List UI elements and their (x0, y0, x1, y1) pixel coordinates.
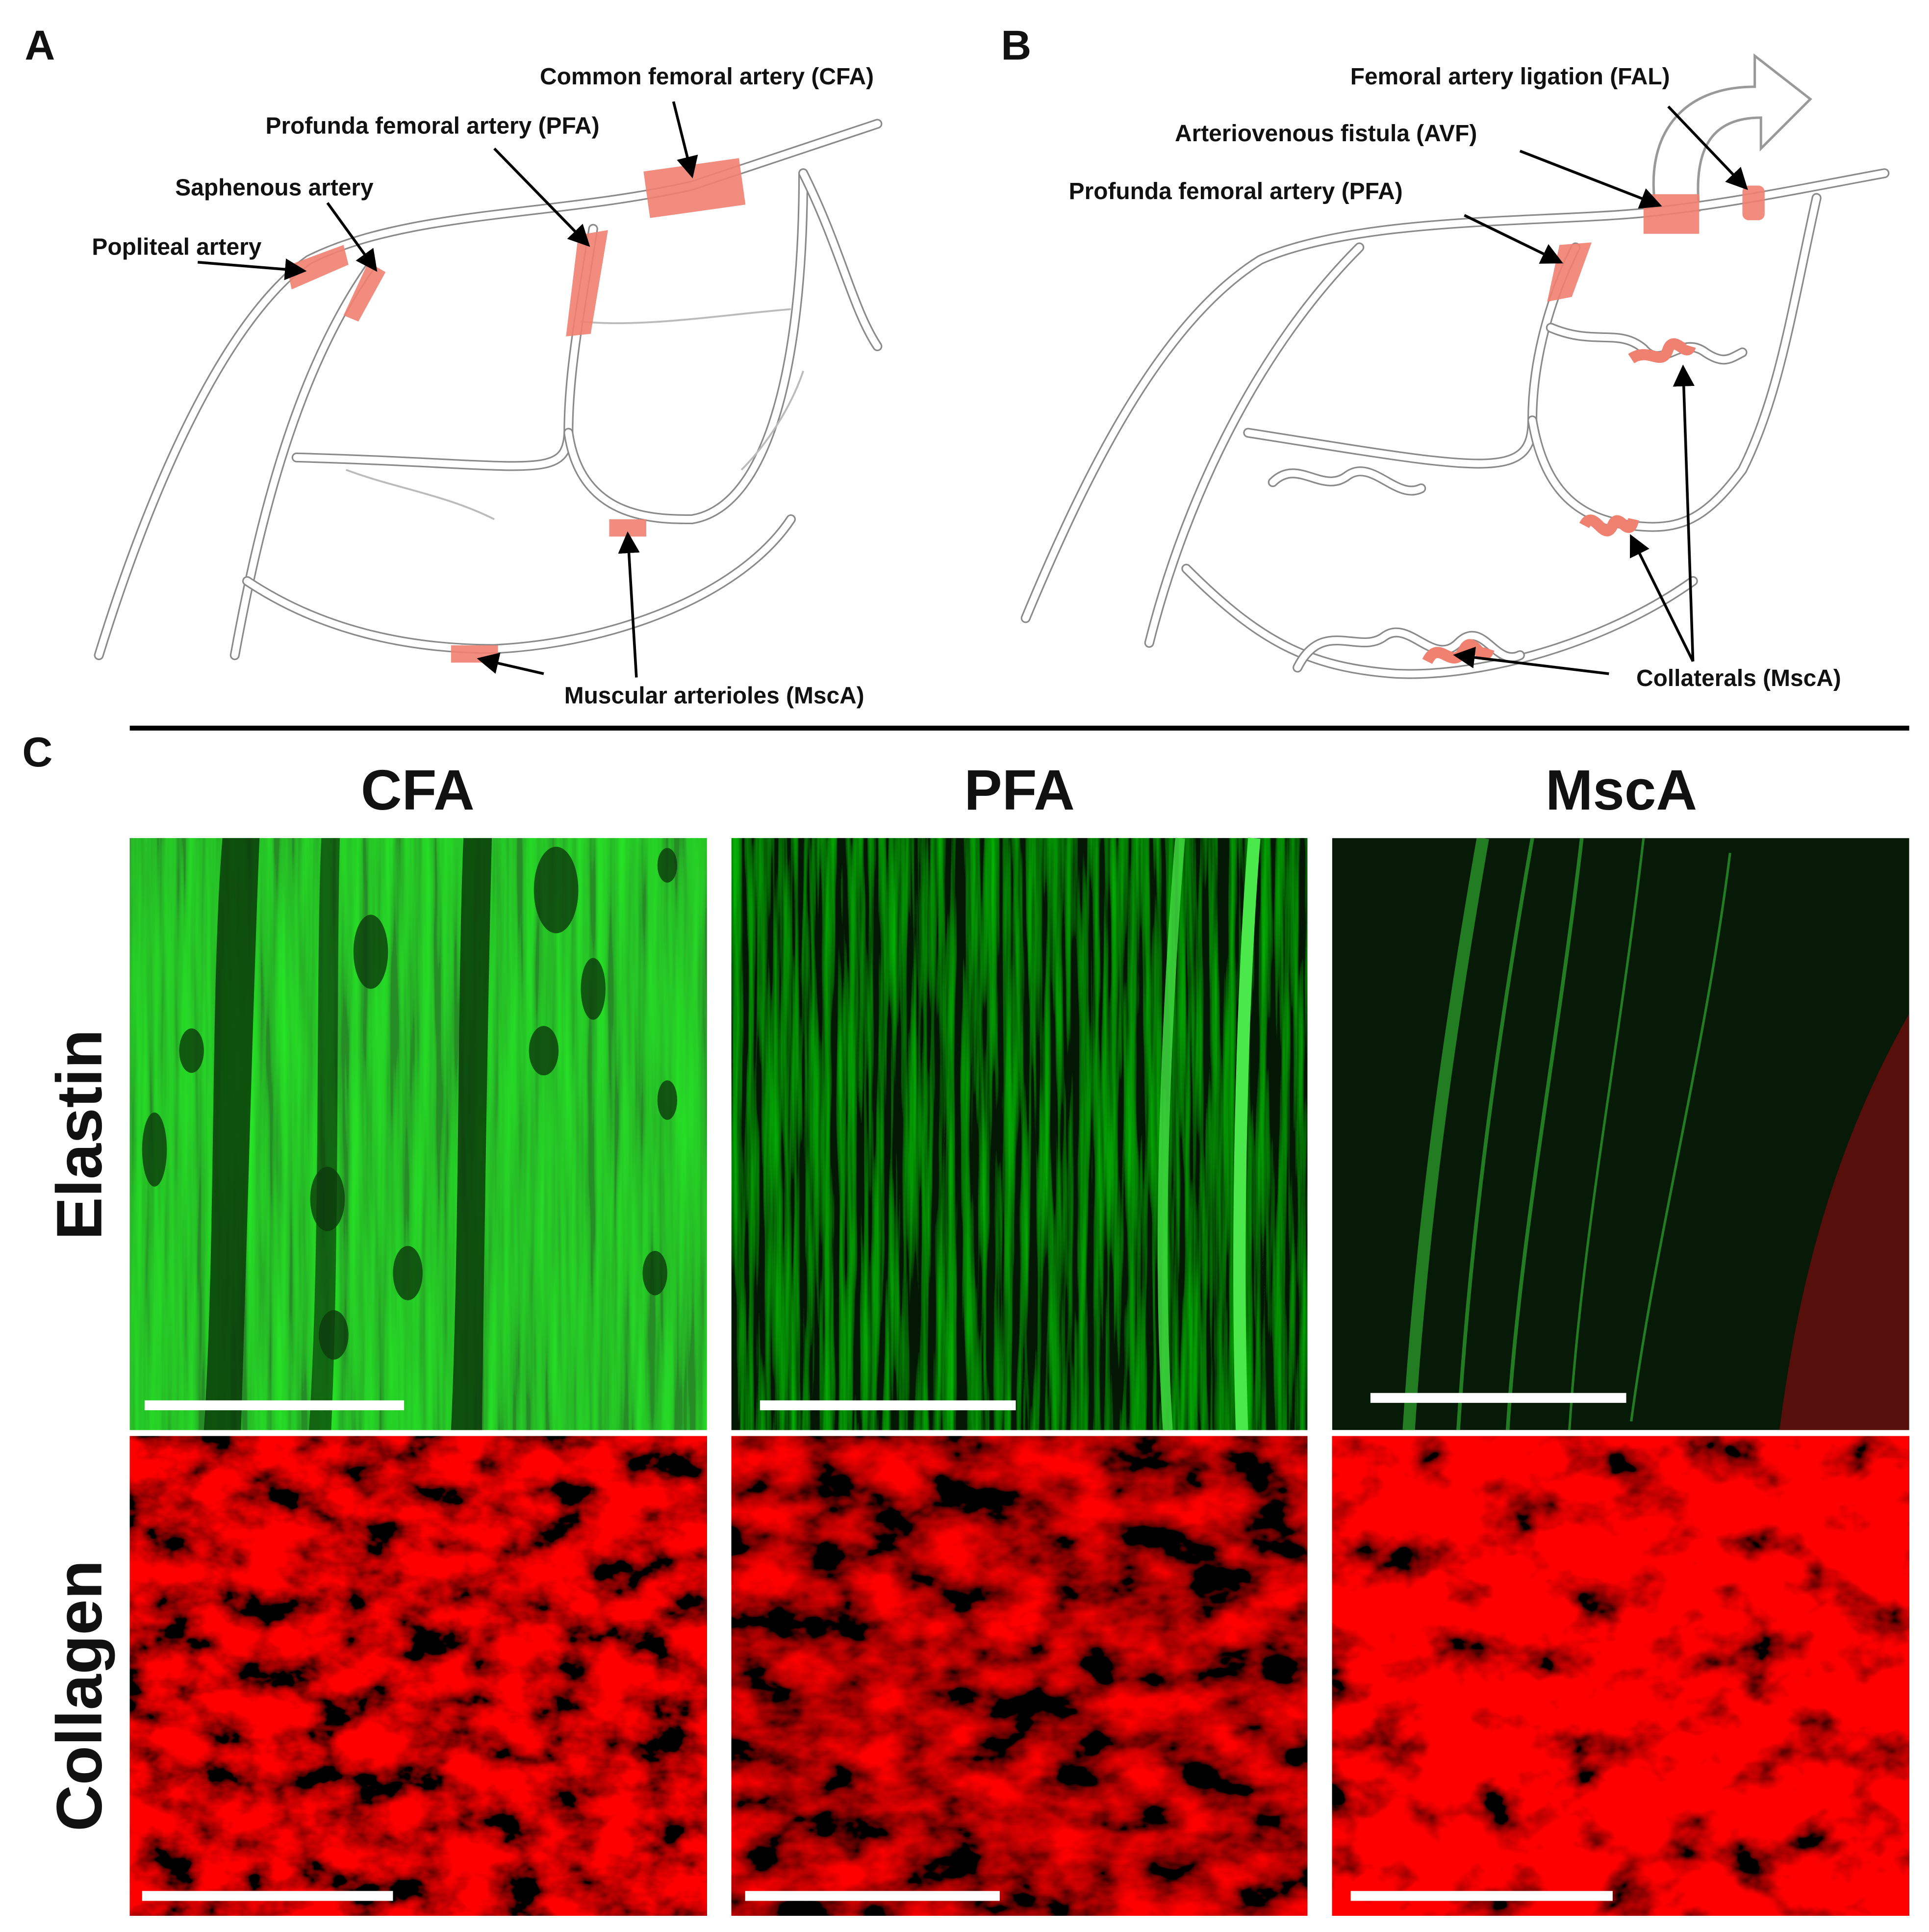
vessel-diagram-a (99, 101, 878, 678)
micrograph (129, 1436, 707, 1916)
label: Profunda femoral artery (PFA) (266, 113, 600, 139)
vessel-diagram-b (1026, 53, 1885, 674)
label: Arteriovenous fistula (AVF) (1175, 121, 1477, 147)
label: Popliteal artery (92, 234, 261, 260)
label: Femoral artery ligation (FAL) (1350, 64, 1670, 90)
label: Common femoral artery (CFA) (540, 64, 874, 90)
panel-label: B (1001, 22, 1031, 69)
label: Collaterals (MscA) (1636, 665, 1841, 691)
micrograph (731, 1436, 1308, 1916)
column-header: PFA (964, 758, 1074, 822)
label: Muscular arterioles (MscA) (564, 683, 864, 709)
label: Profunda femoral artery (PFA) (1069, 178, 1403, 204)
row-header: Collagen (43, 1560, 115, 1831)
label: Saphenous artery (175, 175, 374, 201)
panel-label: A (25, 22, 55, 69)
micrograph (1332, 838, 1909, 1430)
column-header: MscA (1546, 758, 1697, 822)
column-header: CFA (361, 758, 475, 822)
micrograph (129, 838, 707, 1430)
micrograph (1332, 1436, 1909, 1916)
panel-label: C (22, 729, 52, 776)
row-header: Elastin (43, 1029, 115, 1240)
micrograph (731, 838, 1308, 1430)
